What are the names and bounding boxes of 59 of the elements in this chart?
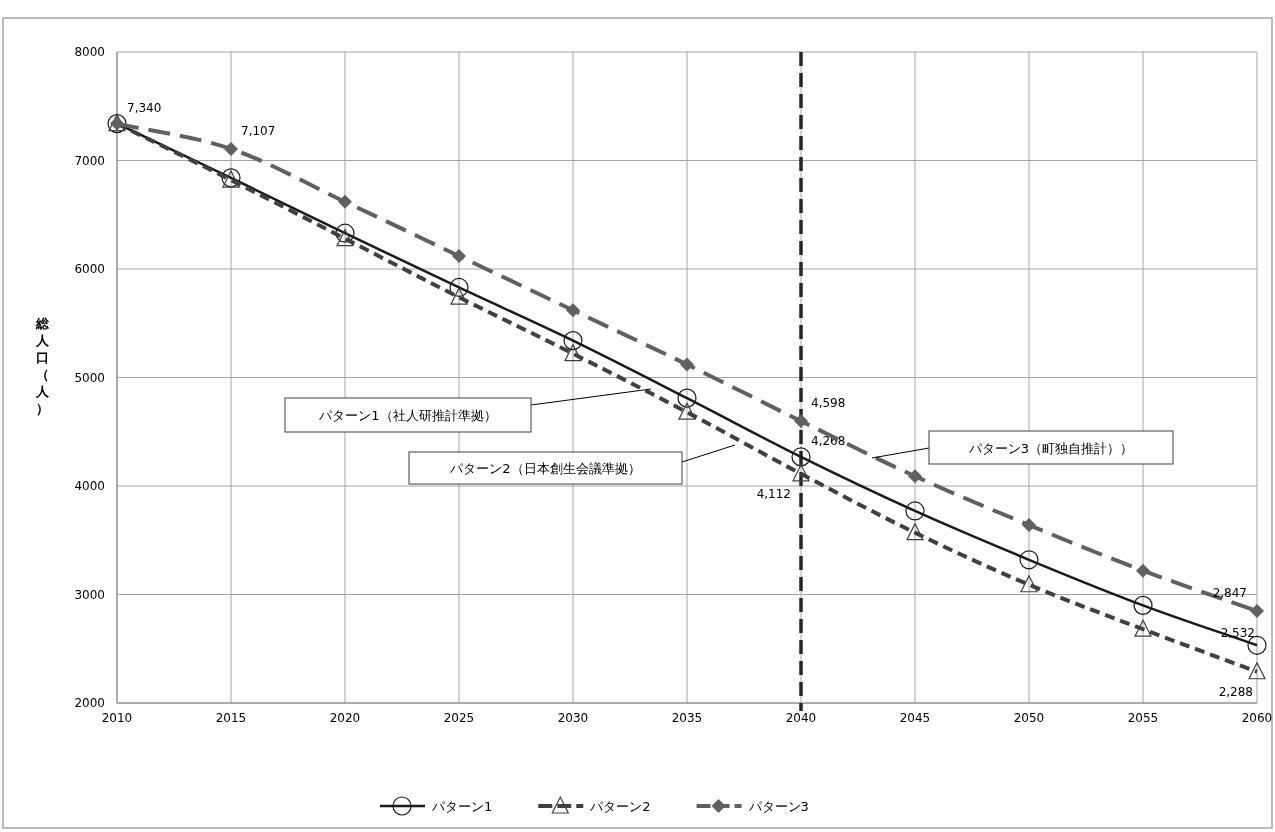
point xyxy=(905,501,925,521)
point xyxy=(908,469,922,484)
data-label: 2,847 xyxy=(1212,586,1247,601)
data-label: 4,598 xyxy=(811,396,846,411)
point xyxy=(335,223,355,243)
point xyxy=(1248,662,1266,680)
point xyxy=(794,414,808,429)
annotation: パターン2（日本創生会議準拠） xyxy=(449,461,641,476)
data-label: 2,532 xyxy=(1220,626,1255,641)
x-tick-label: 2025 xyxy=(443,711,475,725)
x-tick-label: 2040 xyxy=(785,711,817,725)
y-tick-label: 5000 xyxy=(74,370,105,385)
point xyxy=(564,344,582,362)
point xyxy=(450,287,468,305)
data-label: 7,340 xyxy=(127,100,162,115)
point xyxy=(1022,518,1036,533)
point xyxy=(1250,604,1264,619)
y-tick-label: 6000 xyxy=(74,262,105,276)
x-tick-label: 2050 xyxy=(1013,711,1045,725)
point xyxy=(336,229,354,247)
y-tick-label: 4000 xyxy=(74,479,105,493)
annotation: パターン1（社人研推計準拠） xyxy=(318,408,497,423)
legend-label: パターン3 xyxy=(747,799,809,814)
legend-label: パターン2 xyxy=(589,799,651,814)
x-tick-label: 2055 xyxy=(1127,711,1159,725)
point xyxy=(452,248,466,263)
point xyxy=(566,303,580,318)
x-tick-label: 2030 xyxy=(557,711,589,725)
point xyxy=(1019,550,1039,570)
annotation: パターン3（町独自推計）） xyxy=(967,440,1134,456)
point xyxy=(791,447,811,467)
point xyxy=(1136,563,1150,578)
point xyxy=(1134,619,1152,637)
point xyxy=(338,194,352,209)
point xyxy=(1020,575,1038,593)
x-tick-label: 2060 xyxy=(1241,711,1273,725)
y-tick-label: 8000 xyxy=(74,45,105,59)
data-label: 4,112 xyxy=(756,486,791,501)
data-label: 7,107 xyxy=(241,123,276,138)
point xyxy=(1133,595,1153,615)
point xyxy=(677,388,697,408)
point xyxy=(678,402,696,420)
point xyxy=(449,277,469,298)
x-tick-label: 2045 xyxy=(899,711,931,725)
x-tick-label: 2010 xyxy=(101,711,133,725)
x-tick-label: 2020 xyxy=(329,711,361,725)
point xyxy=(906,523,924,541)
point xyxy=(563,331,583,351)
legend-label: パターン1 xyxy=(431,799,493,814)
x-tick-label: 2015 xyxy=(215,711,247,725)
point xyxy=(792,464,810,482)
data-label: 2,288 xyxy=(1218,684,1253,699)
x-tick-label: 2035 xyxy=(671,711,703,725)
y-tick-label: 3000 xyxy=(74,587,105,602)
point xyxy=(224,141,238,156)
y-tick-label: 2000 xyxy=(74,696,105,710)
point xyxy=(680,357,694,372)
y-axis-title: 総人口（人） xyxy=(34,315,50,416)
y-tick-label: 7000 xyxy=(74,153,105,168)
